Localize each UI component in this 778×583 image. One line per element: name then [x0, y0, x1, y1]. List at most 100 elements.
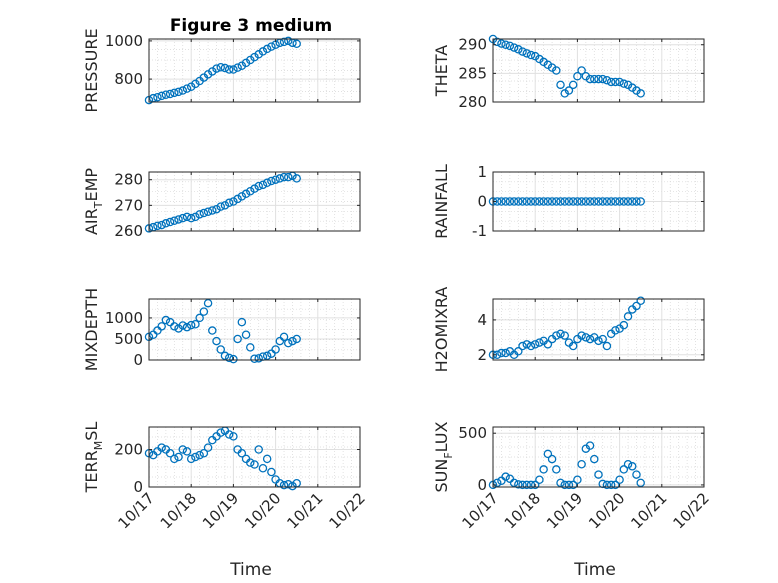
data-point [636, 478, 645, 488]
data-point [568, 197, 578, 206]
data-point [602, 75, 612, 85]
y-tick-label: 0 [133, 478, 143, 496]
data-point [543, 449, 553, 459]
data-point [606, 77, 616, 87]
x-tick-label: 10/18 [157, 489, 200, 532]
x-tick-label: 10/18 [501, 489, 544, 532]
data-point [254, 445, 263, 454]
data-point [224, 353, 234, 363]
data-point [497, 39, 506, 48]
y-axis-label: PRESSURE [82, 28, 101, 112]
data-point [199, 307, 209, 316]
data-point [271, 345, 280, 354]
y-tick-label: 2 [477, 346, 487, 364]
data-point [224, 430, 234, 439]
data-point [220, 201, 230, 210]
data-point [182, 322, 192, 332]
data-point [530, 340, 540, 349]
y-tick-label: 260 [114, 222, 143, 240]
data-point [246, 55, 255, 65]
data-point [547, 63, 557, 72]
data-point [514, 197, 523, 206]
data-point [615, 475, 624, 485]
x-tick-label: 10/20 [241, 489, 284, 532]
data-point [229, 65, 238, 74]
data-point [284, 338, 293, 348]
y-tick-label: 1000 [105, 309, 143, 327]
y-tick-label: 290 [458, 36, 487, 54]
data-point [530, 51, 540, 61]
data-point [581, 197, 591, 206]
data-point [153, 92, 162, 102]
data-point [598, 197, 607, 206]
data-point [535, 54, 544, 64]
data-point [552, 331, 561, 340]
y-axis-label: THETA [432, 45, 451, 97]
data-point [262, 44, 272, 54]
data-point [619, 320, 629, 330]
data-point [229, 197, 238, 206]
y-tick-label: 800 [114, 70, 143, 88]
y-axis-label: MIXDEPTH [82, 288, 101, 371]
data-point [556, 197, 565, 206]
data-point [632, 301, 641, 311]
data-point [501, 472, 510, 481]
data-point [530, 480, 540, 490]
data-point [203, 207, 213, 217]
axes-frame [148, 426, 361, 488]
data-point [539, 197, 548, 206]
data-point [170, 216, 179, 225]
data-point [530, 197, 540, 206]
data-point [216, 202, 225, 211]
data-point [501, 40, 510, 49]
data-point [543, 60, 553, 70]
data-point [161, 315, 171, 325]
data-point [186, 454, 196, 464]
data-point [195, 313, 204, 323]
data-point [212, 64, 221, 73]
data-point [195, 450, 204, 460]
x-tick-label: 10/19 [543, 489, 586, 532]
data-point [216, 428, 225, 437]
data-point [632, 470, 641, 479]
data-point [241, 330, 251, 340]
y-tick-label: 4 [477, 311, 487, 329]
major-grid [149, 39, 360, 102]
data-point [153, 326, 162, 335]
data-point [543, 197, 553, 206]
data-point [518, 47, 527, 56]
data-point [568, 80, 578, 90]
data-point [284, 479, 293, 489]
data-point [518, 480, 527, 490]
data-point [208, 67, 217, 76]
data-point [497, 197, 506, 206]
data-point [191, 452, 200, 462]
data-series [488, 441, 645, 490]
data-point [220, 63, 230, 73]
data-point [556, 478, 565, 488]
data-point [522, 340, 532, 349]
data-point [237, 448, 247, 458]
data-point [632, 197, 641, 206]
data-point [212, 204, 221, 214]
data-point [594, 336, 603, 346]
data-point [501, 197, 510, 206]
axes-frame [492, 298, 705, 361]
data-point [203, 443, 213, 452]
data-series [144, 426, 301, 491]
data-point [590, 74, 599, 84]
data-point [170, 322, 179, 331]
data-point [262, 178, 272, 188]
data-point [233, 194, 242, 204]
data-series [488, 197, 645, 206]
data-point [224, 65, 234, 74]
data-point [208, 326, 217, 335]
data-point [573, 71, 582, 81]
data-point [250, 184, 259, 193]
y-axis-label: TERRMSL [82, 422, 105, 494]
data-point [509, 43, 519, 52]
data-point [594, 470, 603, 479]
data-point [208, 206, 217, 215]
